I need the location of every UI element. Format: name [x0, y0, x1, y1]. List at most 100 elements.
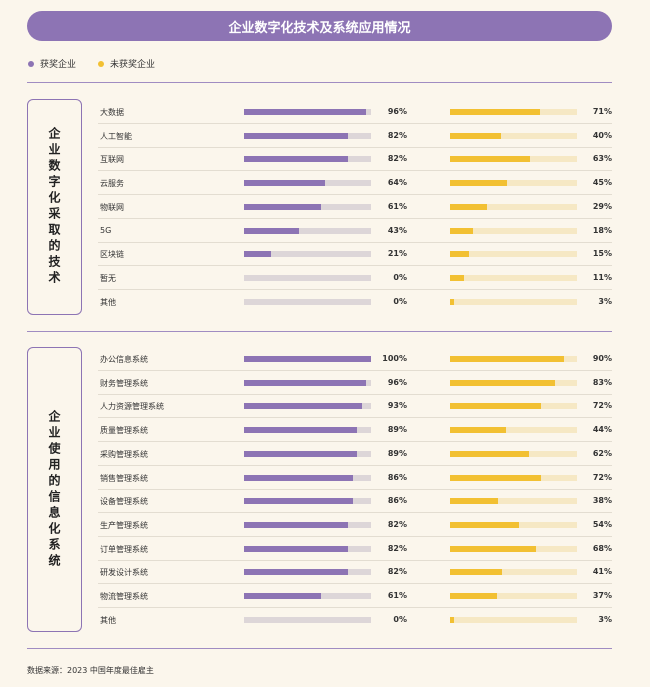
bar-track-award	[244, 203, 371, 210]
bar-track-award	[244, 616, 371, 623]
bar-non-award	[450, 132, 501, 139]
bar-non-award	[450, 251, 470, 258]
value-label-award: 82%	[387, 130, 407, 140]
bar-non-award	[450, 498, 499, 505]
bar-track-non-award	[450, 251, 577, 258]
bar-non-award	[450, 109, 541, 115]
bar-track-award	[244, 132, 371, 139]
value-label-non-award: 54%	[592, 519, 612, 529]
value-label-award: 21%	[387, 249, 407, 259]
value-label-award: 0%	[393, 272, 407, 282]
bar-non-award	[450, 521, 519, 528]
category-label: 其他	[100, 615, 116, 625]
bar-non-award	[450, 156, 530, 163]
category-label: 研发设计系统	[100, 568, 148, 578]
row-separator	[98, 170, 612, 172]
bar-track-non-award	[450, 521, 577, 528]
value-label-non-award: 45%	[592, 178, 612, 188]
value-label-award: 89%	[387, 448, 407, 458]
bar-non-award	[450, 274, 464, 281]
bar-award	[244, 203, 322, 210]
divider-middle	[27, 331, 612, 332]
category-label: 生产管理系统	[100, 520, 148, 530]
legend-dot-non-award	[98, 60, 105, 67]
bar-non-award	[450, 593, 497, 599]
row-separator	[98, 146, 612, 148]
bar-track-non-award	[450, 474, 577, 481]
bar-award	[244, 403, 363, 410]
bar-award	[244, 474, 354, 481]
category-label: 区块链	[100, 250, 124, 260]
legend-item-non-award: 未获奖企业	[98, 57, 155, 70]
bar-track-award	[244, 180, 371, 187]
value-label-award: 82%	[387, 519, 407, 529]
value-label-non-award: 41%	[592, 567, 612, 577]
divider-bottom	[27, 648, 612, 649]
bar-award	[244, 379, 366, 386]
bar-track-non-award	[450, 109, 577, 115]
bar-award	[244, 227, 299, 234]
bar-track-award	[244, 474, 371, 481]
value-label-award: 64%	[387, 178, 407, 188]
row-separator	[98, 535, 612, 537]
category-label: 采购管理系统	[100, 449, 148, 459]
category-label: 质量管理系统	[100, 426, 148, 436]
bar-non-award	[450, 545, 537, 552]
bar-track-non-award	[450, 450, 577, 457]
bar-track-non-award	[450, 156, 577, 163]
category-label: 销售管理系统	[100, 473, 148, 483]
bar-track-award	[244, 403, 371, 410]
value-label-award: 96%	[387, 377, 407, 387]
bar-track-award	[244, 356, 371, 362]
bar-track-award	[244, 545, 371, 552]
bar-track-non-award	[450, 227, 577, 234]
bar-non-award	[450, 427, 506, 434]
bar-non-award	[450, 474, 542, 481]
value-label-award: 96%	[387, 107, 407, 116]
bar-track-non-award	[450, 132, 577, 139]
category-label: 暂无	[100, 273, 116, 283]
bar-track-non-award	[450, 545, 577, 552]
value-label-non-award: 44%	[592, 425, 612, 435]
value-label-non-award: 90%	[592, 354, 612, 363]
row-separator	[98, 559, 612, 561]
row-separator	[98, 194, 612, 196]
row-separator	[98, 288, 612, 290]
category-label: 互联网	[100, 155, 124, 165]
value-label-non-award: 29%	[592, 201, 612, 211]
bar-track-award	[244, 450, 371, 457]
legend-label-non-award: 未获奖企业	[110, 60, 156, 70]
bar-track-non-award	[450, 274, 577, 281]
category-label: 5G	[100, 225, 112, 235]
value-label-non-award: 15%	[592, 249, 612, 259]
category-label: 其他	[100, 297, 116, 307]
bar-track-award	[244, 379, 371, 386]
row-separator	[98, 417, 612, 419]
row-separator	[98, 512, 612, 514]
source-note: 数据来源：2023 中国年度最佳雇主	[27, 666, 154, 675]
value-label-non-award: 68%	[592, 543, 612, 553]
bar-non-award	[450, 379, 556, 386]
row-separator	[98, 488, 612, 490]
value-label-non-award: 3%	[598, 614, 612, 624]
bar-award	[244, 593, 322, 599]
section-label-technologies: 企业数字化采取的技术	[47, 127, 61, 287]
value-label-non-award: 11%	[592, 272, 612, 282]
row-separator	[98, 393, 612, 395]
value-label-award: 82%	[387, 567, 407, 577]
value-label-award: 61%	[387, 591, 407, 600]
category-label: 办公信息系统	[100, 355, 148, 364]
bar-award	[244, 132, 349, 139]
bar-track-non-award	[450, 203, 577, 210]
value-label-non-award: 72%	[592, 401, 612, 411]
row-separator	[98, 607, 612, 608]
bar-award	[244, 109, 366, 115]
bar-award	[244, 356, 371, 362]
value-label-award: 43%	[387, 225, 407, 235]
value-label-award: 100%	[382, 354, 407, 363]
legend: 获奖企业 未获奖企业	[28, 57, 155, 70]
row-separator	[98, 441, 612, 443]
value-label-non-award: 3%	[598, 296, 612, 306]
row-separator	[98, 123, 612, 124]
value-label-non-award: 83%	[592, 377, 612, 387]
